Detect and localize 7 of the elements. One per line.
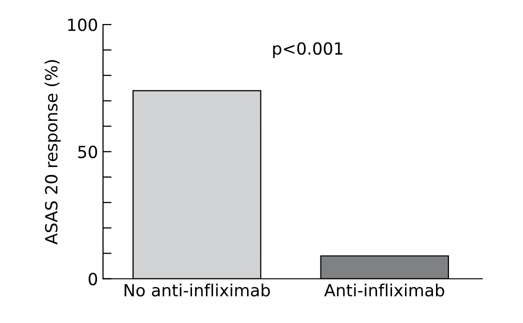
y-tick-label: 50 — [78, 146, 98, 158]
y-axis-title: ASAS 20 response (%) — [44, 60, 61, 244]
x-tick-label: No anti-infliximab — [124, 284, 270, 297]
y-tick-label: 0 — [88, 272, 98, 286]
x-tick-label: Anti-infliximab — [324, 284, 444, 297]
y-tick-label: 100 — [68, 18, 98, 32]
annotation: p<0.001 — [273, 42, 342, 58]
